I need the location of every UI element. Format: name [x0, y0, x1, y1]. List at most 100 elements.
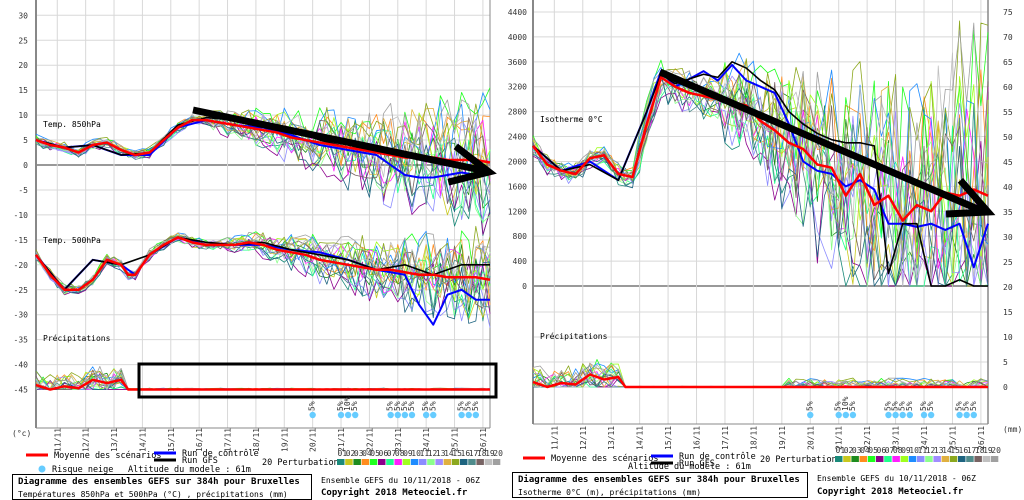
perturbation-swatch [843, 456, 851, 462]
snow-flake-icon [337, 411, 345, 419]
snow-risk-label: 5% [848, 401, 857, 411]
y-tick-label: 20 [18, 61, 28, 70]
right-chart-title: Diagramme des ensembles GEFS sur 384h po… [518, 475, 800, 485]
y-tick-label: 30 [18, 11, 28, 20]
snow-flake-icon [970, 411, 977, 419]
perturbation-swatch [859, 456, 868, 462]
precip-perturbation-line [35, 369, 491, 390]
unit-label-right: (mm) [1003, 425, 1022, 434]
x-tick-label: 22/11 [863, 426, 872, 450]
x-tick-label: 18/11 [252, 428, 261, 452]
perturbation-swatch [925, 456, 933, 462]
perturbation-number: 07 [387, 449, 397, 458]
perturbation-swatch [386, 459, 394, 465]
x-tick-label: 17/11 [721, 426, 730, 450]
y-tick-label: -30 [14, 311, 29, 320]
perturbation-number: 13 [436, 449, 446, 458]
control-run-line [35, 119, 491, 179]
snow-risk-label: 5% [421, 401, 430, 411]
snow-flake-icon [920, 411, 928, 419]
y-tick-label: 5 [23, 136, 28, 145]
perturbation-number: 18 [975, 446, 985, 455]
snow-risk-label: 5% [919, 401, 928, 411]
snow-risk-label: 5% [308, 401, 317, 411]
precip-perturbation-line [35, 368, 490, 390]
precip-perturbation-line [35, 369, 491, 390]
x-tick-label: 23/11 [892, 426, 901, 450]
perturbation-swatch [917, 456, 925, 462]
legend-gfs-label: Run GFS [679, 459, 715, 469]
perturbation-number: 04 [362, 449, 372, 458]
perturbation-number: 12 [428, 449, 438, 458]
snow-flake-icon [956, 411, 963, 419]
perturbation-number: 14 [942, 446, 952, 455]
snow-risk-label: 10% [841, 396, 850, 411]
perturbation-swatch [345, 459, 353, 465]
mean-line [34, 236, 491, 291]
left-copyright: Copyright 2018 Meteociel.fr [321, 488, 468, 498]
perturbation-number: 01 [836, 446, 846, 455]
snow-risk-label: 5% [464, 401, 473, 411]
snow-risk-label: 5% [805, 401, 814, 411]
perturbation-number: 02 [346, 449, 356, 458]
right-title-box: Diagramme des ensembles GEFS sur 384h po… [512, 472, 808, 498]
panel-label-isotherm: Isotherme 0°C [540, 115, 603, 124]
perturbation-number: 20 [991, 446, 1001, 455]
y-tick-label-left: 0 [522, 282, 527, 291]
perturbation-swatch [468, 459, 476, 465]
perturbation-swatch [908, 456, 917, 462]
perturbation-swatch [394, 459, 402, 465]
perturbation-swatch [958, 456, 966, 462]
panel-label-500hpa: Temp. 500hPa [43, 236, 101, 245]
y-tick-label: -10 [14, 211, 29, 220]
snow-risk-label: 5% [962, 401, 971, 411]
perturbation-number: 20 [493, 449, 503, 458]
snow-flake-icon [344, 411, 352, 419]
perturbation-line [532, 52, 989, 287]
x-tick-label: 14/11 [636, 426, 645, 450]
perturbation-swatch [427, 459, 435, 465]
x-tick-label: 24/11 [422, 428, 431, 452]
y-tick-label: -15 [14, 236, 29, 245]
x-tick-label: 12/11 [579, 426, 588, 450]
perturbation-swatch [353, 459, 361, 465]
perturbation-swatch [492, 459, 501, 465]
y-tick-label-right: 30 [1003, 233, 1013, 242]
panel-label-precip: Précipitations [43, 333, 111, 343]
y-tick-label-left: 1600 [508, 182, 527, 191]
y-tick-label-left: 2800 [508, 108, 527, 117]
y-tick-label-left: 2000 [508, 157, 527, 166]
perturbation-swatch [851, 456, 859, 462]
y-tick-label-right: 45 [1003, 158, 1013, 167]
snow-risk-label: 5% [834, 401, 843, 411]
perturbation-line [35, 114, 491, 204]
snow-risk-label: 5% [386, 401, 395, 411]
right-run-info: Ensemble GEFS du 10/11/2018 - 06Z [817, 474, 976, 483]
y-tick-label-right: 35 [1003, 208, 1013, 217]
perturbation-number: 19 [485, 449, 495, 458]
y-tick-label: -35 [14, 336, 29, 345]
snow-flake-icon [387, 411, 394, 419]
perturbation-swatch [435, 459, 443, 465]
x-tick-label: 25/11 [948, 426, 957, 450]
perturbation-number: 05 [370, 449, 380, 458]
y-tick-label-left: 3200 [508, 83, 527, 92]
snow-flake-icon [352, 411, 359, 419]
trend-arrow-isotherm-head [945, 178, 996, 218]
legend-altitude-label-right: Altitude du modele : 61m [628, 462, 751, 472]
y-tick-label-right: 65 [1003, 58, 1013, 67]
precip-perturbation-line [35, 368, 491, 390]
snow-risk-label: 10% [343, 396, 352, 411]
perturbation-swatch [884, 456, 892, 462]
y-tick-label: -20 [14, 261, 29, 270]
snow-risk-label: 5% [400, 401, 409, 411]
x-tick-label: 20/11 [806, 426, 815, 450]
snow-risk-label: 5% [407, 401, 416, 411]
snow-icon [38, 465, 46, 473]
perturbations-label: 20 Perturbations [262, 458, 344, 468]
snow-risk-label: 5% [926, 401, 935, 411]
perturbation-number: 17 [967, 446, 977, 455]
x-tick-label: 19/11 [280, 428, 289, 452]
perturbation-swatch [410, 459, 419, 465]
perturbation-number: 08 [893, 446, 903, 455]
